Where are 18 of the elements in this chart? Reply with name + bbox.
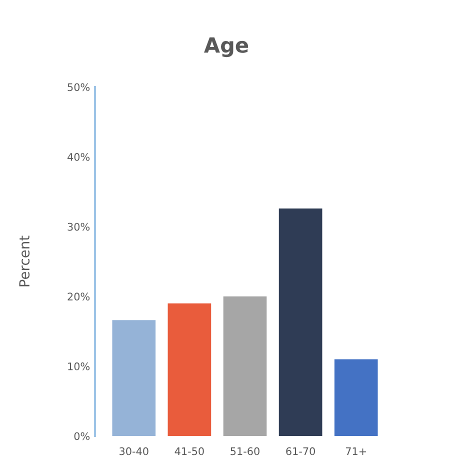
x-tick-label: 30-40 xyxy=(120,447,148,456)
y-tick-label: 10% xyxy=(68,362,90,370)
x-tick-label: 41-50 xyxy=(174,447,204,456)
y-tick-label: 40% xyxy=(67,153,90,161)
bar xyxy=(334,359,378,436)
x-tick-label: 71+ xyxy=(346,447,366,456)
y-tick-label: 30% xyxy=(68,222,90,231)
y-tick-label: 0% xyxy=(74,432,90,440)
y-tick-label: 20% xyxy=(68,292,90,301)
x-tick-label: 51-60 xyxy=(230,447,260,456)
bar xyxy=(223,296,267,436)
bar xyxy=(278,208,322,436)
bar xyxy=(168,303,212,436)
bar xyxy=(112,320,156,436)
chart-title: Age xyxy=(204,37,248,58)
y-tick-label: 50% xyxy=(68,83,90,92)
x-tick-label: 61-70 xyxy=(286,447,315,456)
y-axis-title: Percent xyxy=(19,236,30,286)
